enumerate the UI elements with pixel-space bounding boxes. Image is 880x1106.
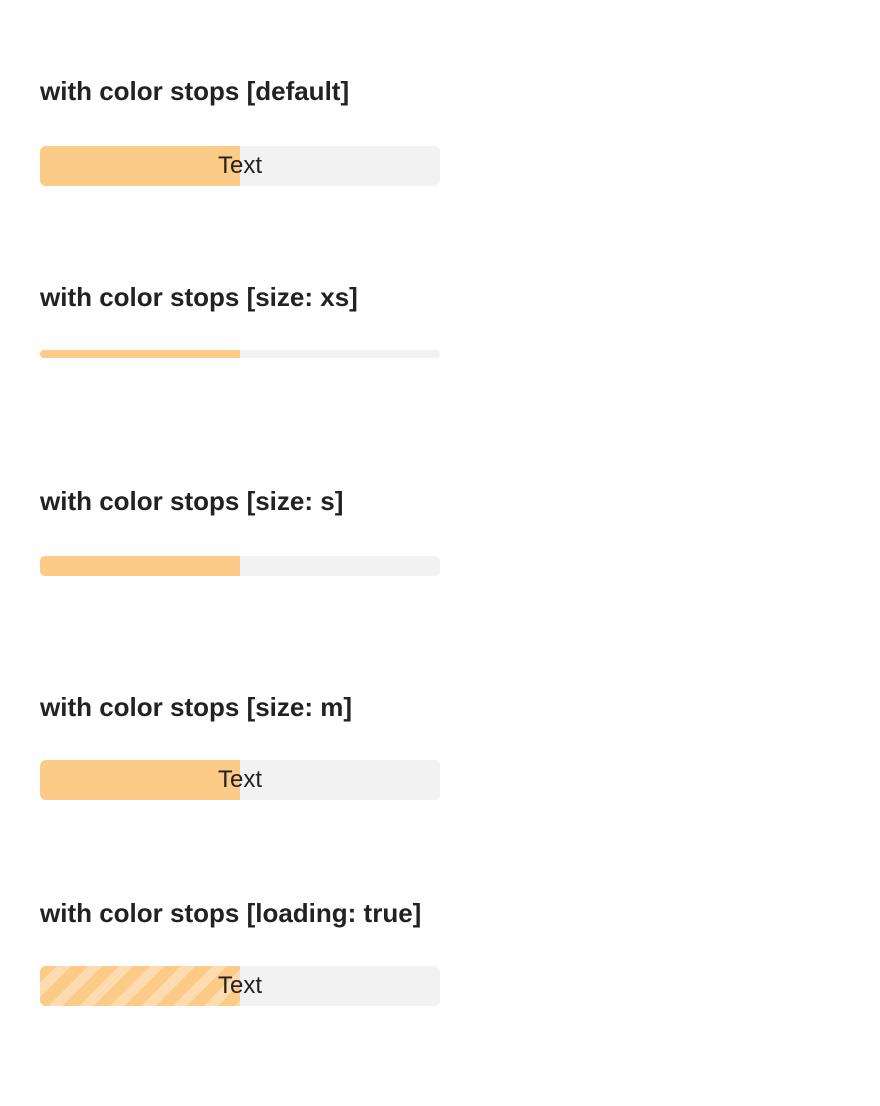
progress-bar-size-xs [40, 350, 440, 358]
progress-bar-loading: Text [40, 966, 440, 1006]
progress-fill-striped [40, 966, 240, 1006]
progress-label: Text [217, 152, 262, 179]
progress-label: Text [217, 972, 262, 999]
progress-fill [40, 350, 240, 358]
section-title-size-xs: with color stops [size: xs] [40, 282, 358, 312]
progress-bar-size-m: Text [40, 760, 440, 800]
section-title-size-s: with color stops [size: s] [40, 486, 344, 516]
progress-bar-default: Text [40, 146, 440, 186]
progress-bar-size-s [40, 556, 440, 576]
section-title-loading: with color stops [loading: true] [40, 898, 422, 928]
progress-fill [40, 760, 240, 800]
progress-label: Text [217, 766, 262, 793]
progress-fill [40, 146, 240, 186]
section-title-default: with color stops [default] [40, 76, 350, 106]
section-title-size-m: with color stops [size: m] [40, 692, 353, 722]
progress-fill [40, 556, 240, 576]
